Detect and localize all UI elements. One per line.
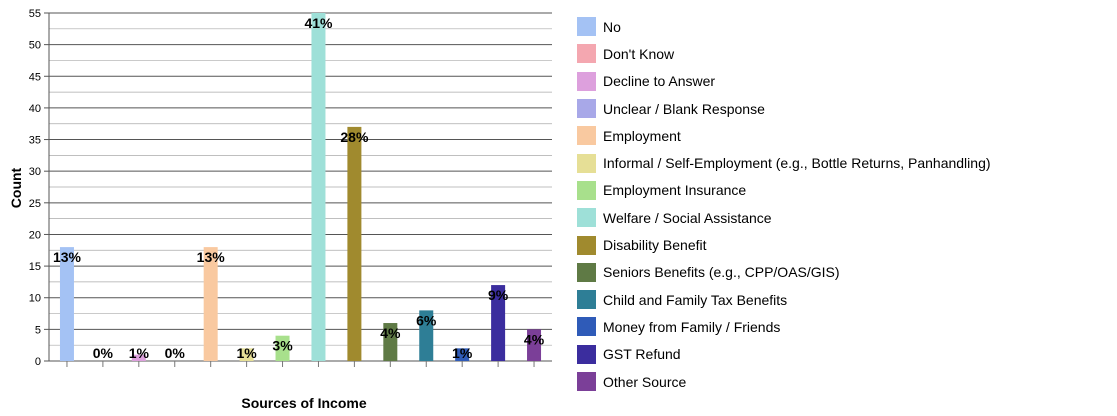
y-tick-label: 10 <box>29 293 41 305</box>
legend-swatch <box>577 262 596 282</box>
legend-swatch <box>577 71 596 91</box>
bar-13 <box>527 329 542 361</box>
data-label-1: 0% <box>93 345 114 361</box>
legend-label: GST Refund <box>603 346 681 363</box>
legend-label: Welfare / Social Assistance <box>603 209 772 226</box>
bar-10 <box>419 310 434 361</box>
y-tick-label: 45 <box>29 71 41 83</box>
legend-swatch <box>577 153 596 173</box>
legend-swatch <box>577 99 596 119</box>
y-tick-label: 5 <box>35 324 41 336</box>
data-label-7: 41% <box>304 15 333 31</box>
legend-swatch <box>577 317 596 337</box>
legend-swatch <box>577 372 596 391</box>
bar-12 <box>491 285 506 361</box>
bar-4 <box>203 247 218 361</box>
legend-swatch <box>577 44 596 64</box>
bars <box>59 13 542 362</box>
legend-item: Unclear / Blank Response <box>577 95 1112 122</box>
legend-item: Child and Family Tax Benefits <box>577 286 1112 313</box>
legend-swatch <box>577 344 596 364</box>
legend-swatch <box>577 208 596 228</box>
legend: No Don't Know Decline to Answer Unclear / B… <box>577 13 1112 395</box>
legend-swatch <box>577 126 596 146</box>
legend-item: Don't Know <box>577 40 1112 67</box>
grid-lines <box>49 12 552 362</box>
bar-11 <box>455 348 470 361</box>
data-label-3: 0% <box>165 345 186 361</box>
y-tick-label: 30 <box>29 166 41 178</box>
legend-label: No <box>603 18 621 35</box>
y-tick-label: 15 <box>29 261 41 273</box>
legend-label: Child and Family Tax Benefits <box>603 291 788 308</box>
legend-swatch <box>577 17 596 37</box>
legend-item: Welfare / Social Assistance <box>577 204 1112 231</box>
data-label-6: 3% <box>272 338 293 354</box>
legend-label: Seniors Benefits (e.g., CPP/OAS/GIS) <box>603 264 840 281</box>
legend-item: Other Source <box>577 368 1112 395</box>
bar-chart: 0 5 10 15 20 25 30 35 40 45 50 55 13% 0% 1% 0% 13% 1% 3% 4… <box>8 8 552 411</box>
y-tick-label: 55 <box>29 8 41 20</box>
data-label-0: 13% <box>53 249 82 265</box>
legend-label: Employment <box>603 127 681 144</box>
y-tick-label: 35 <box>29 135 41 147</box>
legend-label: Informal / Self-Employment (e.g., Bottle… <box>603 155 991 172</box>
y-tick-labels: 0 5 10 15 20 25 30 35 40 45 50 55 <box>29 8 41 368</box>
legend-item: No <box>577 13 1112 40</box>
data-labels: 13% 0% 1% 0% 13% 1% 3% 41% 28% 4% 6% 1% 9% 4% <box>53 15 545 361</box>
legend-label: Decline to Answer <box>603 73 716 90</box>
x-axis-label: Sources of Income <box>241 395 366 411</box>
data-label-9: 4% <box>380 325 401 341</box>
legend-swatch <box>577 290 596 310</box>
data-label-8: 28% <box>340 129 369 145</box>
legend-label: Don't Know <box>603 45 675 62</box>
y-tick-label: 40 <box>29 103 41 115</box>
data-label-4: 13% <box>197 249 226 265</box>
legend-item: Money from Family / Friends <box>577 313 1112 340</box>
bar-2 <box>131 354 146 361</box>
legend-label: Employment Insurance <box>603 182 747 199</box>
bar-6 <box>275 335 290 361</box>
legend-swatch <box>577 180 596 200</box>
axes <box>44 12 535 367</box>
legend-label: Unclear / Blank Response <box>603 100 765 117</box>
legend-label: Other Source <box>603 373 687 390</box>
y-tick-label: 0 <box>35 356 41 368</box>
data-label-13: 4% <box>524 331 545 347</box>
bar-5 <box>239 348 254 361</box>
legend-item: GST Refund <box>577 341 1112 368</box>
legend-item: Employment Insurance <box>577 177 1112 204</box>
legend-item: Seniors Benefits (e.g., CPP/OAS/GIS) <box>577 259 1112 286</box>
bar-0 <box>59 247 74 361</box>
bar-8 <box>347 126 362 362</box>
y-axis-label: Count <box>8 167 24 208</box>
data-label-11: 1% <box>452 345 473 361</box>
bar-9 <box>383 323 398 361</box>
bar-7 <box>311 13 326 361</box>
legend-item: Informal / Self-Employment (e.g., Bottle… <box>577 149 1112 176</box>
data-label-10: 6% <box>416 312 437 328</box>
legend-item: Disability Benefit <box>577 231 1112 258</box>
legend-label: Money from Family / Friends <box>603 318 781 335</box>
y-tick-label: 20 <box>29 229 41 241</box>
data-label-12: 9% <box>488 287 509 303</box>
legend-label: Disability Benefit <box>603 237 707 254</box>
legend-item: Employment <box>577 122 1112 149</box>
y-tick-label: 25 <box>29 198 41 210</box>
legend-item: Decline to Answer <box>577 68 1112 95</box>
data-label-2: 1% <box>129 345 150 361</box>
legend-swatch <box>577 235 596 255</box>
y-tick-label: 50 <box>29 40 41 52</box>
data-label-5: 1% <box>236 345 257 361</box>
